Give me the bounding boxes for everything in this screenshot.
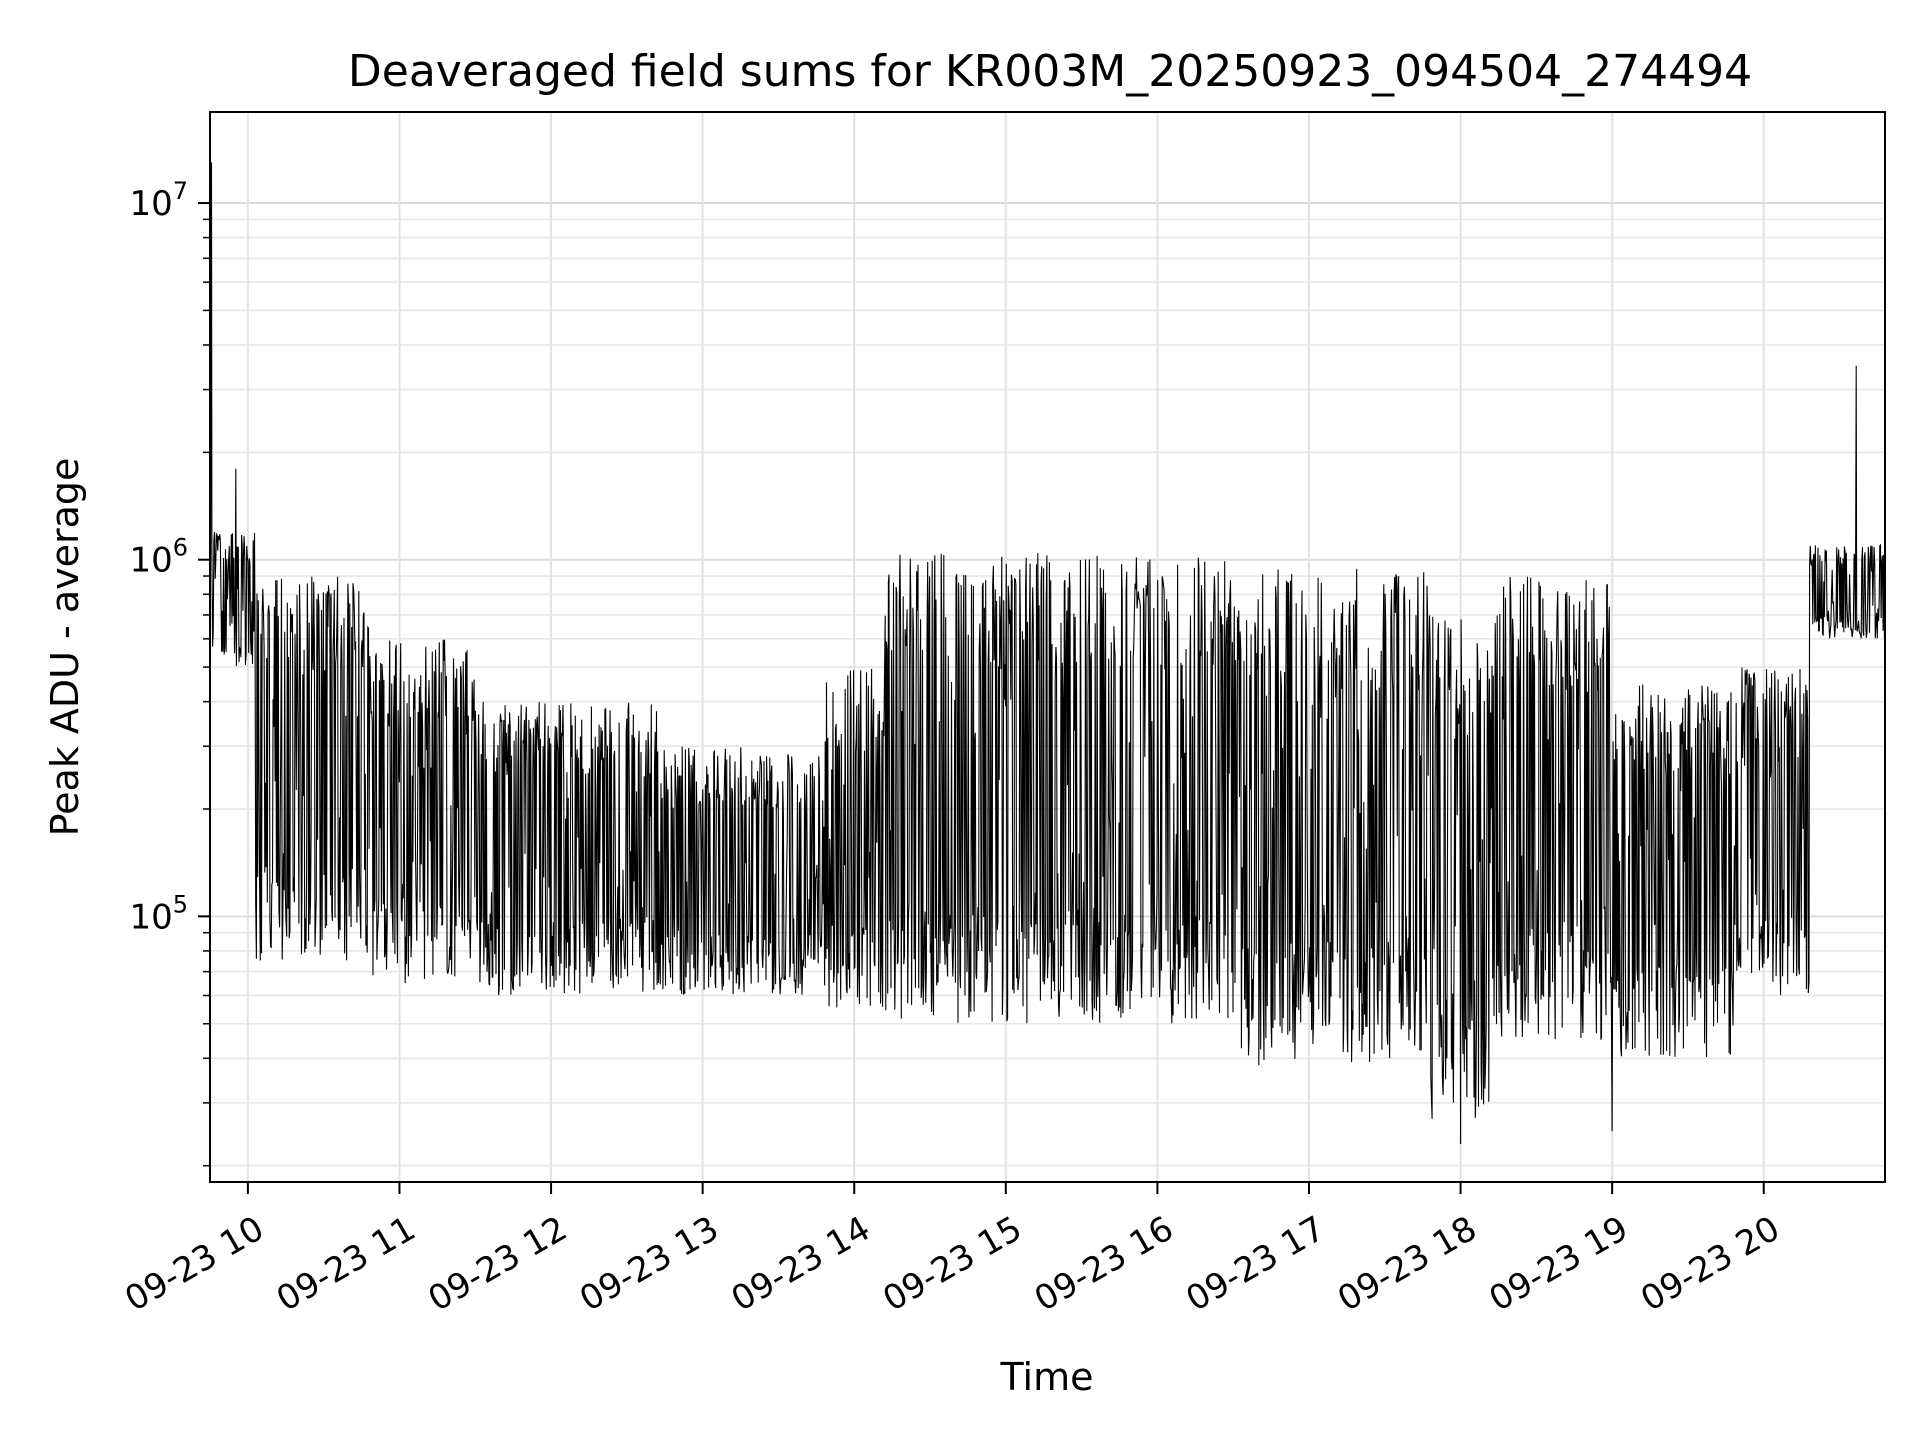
x-tick-label: 09-23 10 bbox=[118, 1209, 270, 1320]
y-axis-label: Peak ADU - average bbox=[43, 458, 87, 837]
x-tick-label: 09-23 17 bbox=[1179, 1209, 1331, 1320]
series-line bbox=[209, 162, 1886, 1145]
x-tick-label: 09-23 14 bbox=[725, 1209, 877, 1320]
plot-frame bbox=[209, 111, 1886, 1183]
x-tick-label: 09-23 20 bbox=[1634, 1209, 1786, 1320]
y-axis-ticks: 105 106 107 bbox=[129, 177, 210, 1167]
x-tick-label: 09-23 13 bbox=[573, 1209, 725, 1320]
data-series bbox=[209, 162, 1886, 1145]
y-tick-label: 107 bbox=[129, 177, 188, 224]
chart-title: Deaveraged field sums for KR003M_2025092… bbox=[348, 46, 1752, 97]
x-tick-label: 09-23 18 bbox=[1331, 1209, 1483, 1320]
x-tick-label: 09-23 15 bbox=[876, 1209, 1028, 1320]
x-tick-label: 09-23 12 bbox=[422, 1209, 574, 1320]
x-tick-label: 09-23 11 bbox=[270, 1209, 422, 1320]
x-axis-ticks: 09-23 10 09-23 11 09-23 12 09-23 13 09-23 14… bbox=[118, 1182, 1787, 1320]
x-tick-label: 09-23 16 bbox=[1028, 1209, 1180, 1320]
x-tick-label: 09-23 19 bbox=[1483, 1209, 1635, 1320]
y-tick-label: 106 bbox=[129, 534, 188, 581]
y-tick-label: 105 bbox=[129, 890, 188, 937]
x-axis-label: Time bbox=[1000, 1355, 1094, 1399]
